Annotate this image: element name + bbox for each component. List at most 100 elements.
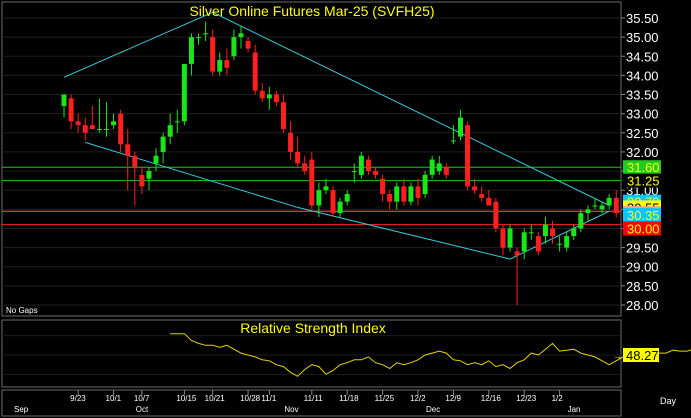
- no-gaps-label: No Gaps: [6, 306, 38, 315]
- x-tick-label: 12/2: [410, 394, 426, 403]
- candle-body: [450, 140, 456, 142]
- period-label[interactable]: Day: [660, 396, 677, 406]
- candle-body: [436, 163, 442, 172]
- candle-body: [252, 52, 258, 91]
- candle-body: [394, 186, 400, 202]
- candle-body: [266, 94, 272, 99]
- y-tick-label: 28.50: [626, 279, 659, 294]
- candle-body: [571, 228, 577, 237]
- candle: [203, 21, 209, 41]
- candle: [479, 186, 485, 202]
- candle-body: [365, 159, 371, 172]
- candle-body: [578, 213, 584, 229]
- candle-body: [514, 251, 520, 256]
- candle: [146, 167, 152, 191]
- x-tick-label: 11/25: [375, 394, 395, 403]
- channel-upper-line[interactable]: [63, 11, 610, 206]
- candle: [465, 121, 471, 191]
- candle-body: [429, 159, 435, 175]
- candle: [564, 232, 570, 252]
- candle-body: [288, 132, 294, 152]
- candle: [422, 171, 428, 198]
- candle-body: [479, 194, 485, 198]
- y-tick-label: 34.00: [626, 68, 659, 83]
- price-label-bg: [623, 208, 661, 223]
- candle-body: [160, 136, 166, 152]
- candle-body: [132, 155, 138, 168]
- rsi-panel[interactable]: [1, 319, 622, 388]
- candle-body: [118, 113, 124, 145]
- candle-body: [259, 90, 265, 99]
- candle-body: [146, 171, 152, 179]
- channel-lower-line[interactable]: [85, 141, 610, 260]
- candle: [266, 86, 272, 110]
- candle: [103, 102, 109, 137]
- candle-body: [309, 159, 315, 206]
- x-tick-label: 1/2: [552, 394, 564, 403]
- rsi-grid: [2, 335, 621, 375]
- y-tick-label: 29.00: [626, 260, 659, 275]
- candle-body: [245, 40, 251, 49]
- price-label: 31.60: [623, 160, 661, 175]
- candle: [592, 197, 598, 210]
- candle: [408, 182, 414, 206]
- candle: [288, 121, 294, 160]
- price-label-text: 30.35: [627, 208, 660, 223]
- candle: [500, 224, 506, 256]
- candle-body: [408, 186, 414, 202]
- candle: [245, 37, 251, 53]
- candle: [387, 190, 393, 210]
- rsi-arrow-icon: →: [613, 351, 622, 361]
- candle: [273, 90, 279, 107]
- x-tick-label: 10/15: [176, 394, 197, 403]
- candle: [118, 109, 124, 152]
- candle-body: [295, 151, 301, 164]
- channel-lines: [63, 11, 610, 260]
- price-label-bg: [623, 173, 661, 188]
- price-label: 31.25: [623, 173, 661, 189]
- candle: [429, 155, 435, 179]
- candle-body: [351, 171, 357, 173]
- x-month-label: Jan: [568, 405, 581, 414]
- x-tick-label: 11/18: [339, 394, 359, 403]
- candle-body: [75, 121, 81, 126]
- candle: [295, 136, 301, 168]
- candle-body: [330, 190, 336, 214]
- x-tick-label: 11/1: [261, 394, 277, 403]
- price-label-text: 31.60: [627, 160, 660, 175]
- candle-body: [465, 125, 471, 187]
- candle: [259, 83, 265, 103]
- candle: [585, 205, 591, 221]
- x-tick-label: 12/9: [445, 394, 461, 403]
- candle-body: [493, 201, 499, 229]
- x-month-label: Dec: [426, 405, 440, 414]
- rsi-value-text: 48.27: [626, 348, 659, 363]
- candle: [139, 167, 145, 195]
- candle-body: [486, 197, 492, 206]
- candle-body: [82, 125, 88, 133]
- candle: [493, 197, 499, 233]
- candle-body: [358, 155, 364, 175]
- candle: [535, 232, 541, 256]
- candle: [436, 155, 442, 175]
- candle-body: [153, 155, 159, 164]
- x-tick-label: 12/23: [516, 394, 537, 403]
- price-label: 30.00: [623, 221, 661, 236]
- candle-body: [507, 228, 513, 248]
- candle-body: [613, 197, 619, 214]
- candle: [252, 44, 258, 95]
- candle-body: [557, 243, 563, 245]
- candle-body: [210, 37, 216, 72]
- candle-body: [280, 102, 286, 129]
- candle: [82, 117, 88, 141]
- candle: [571, 224, 577, 240]
- candle-body: [68, 98, 74, 122]
- candle: [89, 106, 95, 129]
- candle: [132, 151, 138, 206]
- candle: [330, 186, 336, 217]
- candle-body: [224, 60, 230, 68]
- x-month-label: Sep: [14, 405, 29, 414]
- candle-body: [500, 228, 506, 248]
- candle: [75, 113, 81, 133]
- candle: [96, 98, 102, 133]
